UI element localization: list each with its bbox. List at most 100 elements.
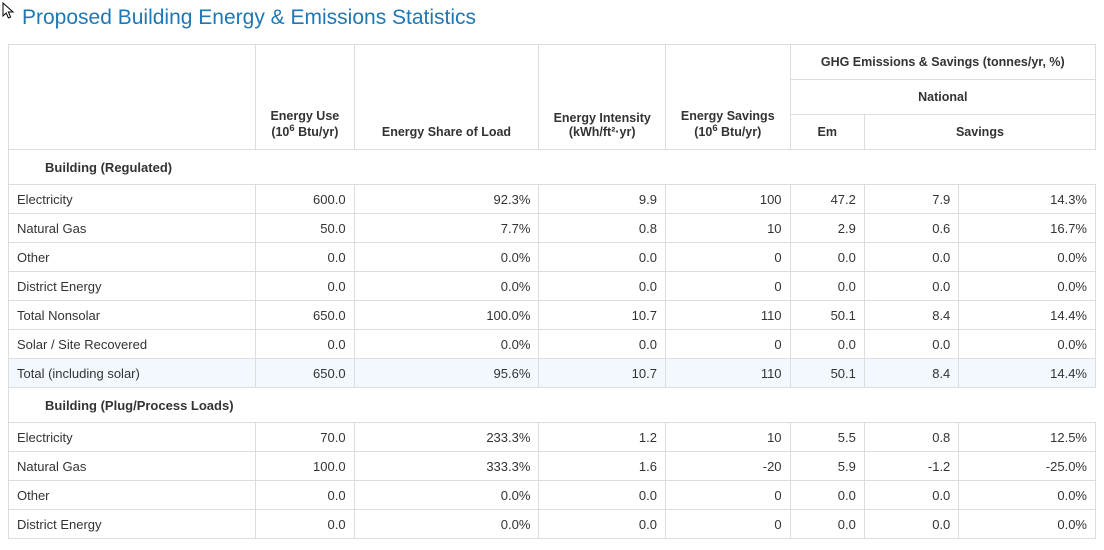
- statistics-table-wrap: Energy Use (106 Btu/yr) Energy Share of …: [8, 44, 1096, 539]
- cell: 0.0%: [354, 510, 539, 539]
- header-energy-share: Energy Share of Load: [354, 45, 539, 150]
- cell: 0.0: [256, 272, 354, 301]
- cell: 7.9: [864, 185, 958, 214]
- cell: 16.7%: [959, 214, 1096, 243]
- cell: 9.9: [539, 185, 666, 214]
- row-label: Electricity: [9, 423, 256, 452]
- cell: 0.8: [864, 423, 958, 452]
- cell: 110: [665, 301, 790, 330]
- cell: 100.0%: [354, 301, 539, 330]
- cell: 14.4%: [959, 359, 1096, 388]
- section-regulated: Building (Regulated): [9, 150, 1096, 185]
- cell: 233.3%: [354, 423, 539, 452]
- cell: 0.0%: [354, 243, 539, 272]
- cell: 0: [665, 330, 790, 359]
- cell: 5.9: [790, 452, 864, 481]
- cell: 0.0: [864, 243, 958, 272]
- cell: 0.0%: [959, 272, 1096, 301]
- table-row: Electricity 70.0 233.3% 1.2 10 5.5 0.8 1…: [9, 423, 1096, 452]
- cell: 0.0: [790, 272, 864, 301]
- cell: 0.0: [256, 510, 354, 539]
- cell: 70.0: [256, 423, 354, 452]
- cell: 0.0%: [354, 481, 539, 510]
- cell: 0.0%: [959, 243, 1096, 272]
- cell: 100.0: [256, 452, 354, 481]
- cell: 0.0: [790, 330, 864, 359]
- cell: 0.0: [539, 510, 666, 539]
- cell: 7.7%: [354, 214, 539, 243]
- cell: 8.4: [864, 359, 958, 388]
- cell: 10.7: [539, 301, 666, 330]
- cell: 650.0: [256, 301, 354, 330]
- cell: 0.0%: [959, 481, 1096, 510]
- cell: 0.0: [790, 481, 864, 510]
- table-row: Natural Gas 50.0 7.7% 0.8 10 2.9 0.6 16.…: [9, 214, 1096, 243]
- cell: 0.0: [539, 481, 666, 510]
- table-row: Other 0.0 0.0% 0.0 0 0.0 0.0 0.0%: [9, 243, 1096, 272]
- table-row: District Energy 0.0 0.0% 0.0 0 0.0 0.0 0…: [9, 510, 1096, 539]
- cell: 0.0%: [959, 330, 1096, 359]
- cell: 0.0: [256, 330, 354, 359]
- section-plug: Building (Plug/Process Loads): [9, 388, 1096, 423]
- header-national: National: [790, 80, 1095, 115]
- cell: 92.3%: [354, 185, 539, 214]
- cell: 14.3%: [959, 185, 1096, 214]
- cell: 0.0: [256, 243, 354, 272]
- cell: 50.1: [790, 359, 864, 388]
- cell: 14.4%: [959, 301, 1096, 330]
- table-row: Solar / Site Recovered 0.0 0.0% 0.0 0 0.…: [9, 330, 1096, 359]
- header-savings: Savings: [864, 115, 1095, 150]
- cell: 0: [665, 272, 790, 301]
- row-label: Other: [9, 243, 256, 272]
- cell: 95.6%: [354, 359, 539, 388]
- cell: 0.0: [864, 330, 958, 359]
- row-label: Total (including solar): [9, 359, 256, 388]
- cell: 10.7: [539, 359, 666, 388]
- row-label: District Energy: [9, 510, 256, 539]
- cell: 2.9: [790, 214, 864, 243]
- cell: 0.8: [539, 214, 666, 243]
- table-row: Natural Gas 100.0 333.3% 1.6 -20 5.9 -1.…: [9, 452, 1096, 481]
- cell: 8.4: [864, 301, 958, 330]
- table-body: Building (Regulated) Electricity 600.0 9…: [9, 150, 1096, 539]
- cell: 50.1: [790, 301, 864, 330]
- cell: 600.0: [256, 185, 354, 214]
- cell: 0: [665, 510, 790, 539]
- cell: 0.0: [790, 510, 864, 539]
- row-label: District Energy: [9, 272, 256, 301]
- cell: 0.0%: [354, 272, 539, 301]
- table-row: Electricity 600.0 92.3% 9.9 100 47.2 7.9…: [9, 185, 1096, 214]
- cell: 0.0: [256, 481, 354, 510]
- table-row: Total Nonsolar 650.0 100.0% 10.7 110 50.…: [9, 301, 1096, 330]
- cell: 0.0: [539, 272, 666, 301]
- cell: 0: [665, 243, 790, 272]
- cell: 0.0: [864, 510, 958, 539]
- cell: 0.0%: [959, 510, 1096, 539]
- row-label: Natural Gas: [9, 452, 256, 481]
- cell: 333.3%: [354, 452, 539, 481]
- cell: 110: [665, 359, 790, 388]
- header-energy-intensity: Energy Intensity (kWh/ft²·yr): [539, 45, 666, 150]
- header-em: Em: [790, 115, 864, 150]
- cell: 0.0: [539, 330, 666, 359]
- cell: 100: [665, 185, 790, 214]
- cell: 0.6: [864, 214, 958, 243]
- cell: 0: [665, 481, 790, 510]
- cell: 50.0: [256, 214, 354, 243]
- cell: 0.0: [790, 243, 864, 272]
- cell: 0.0: [864, 481, 958, 510]
- cell: 650.0: [256, 359, 354, 388]
- table-row-total: Total (including solar) 650.0 95.6% 10.7…: [9, 359, 1096, 388]
- table-header: Energy Use (106 Btu/yr) Energy Share of …: [9, 45, 1096, 150]
- row-label: Natural Gas: [9, 214, 256, 243]
- cell: 5.5: [790, 423, 864, 452]
- row-label: Electricity: [9, 185, 256, 214]
- row-label: Total Nonsolar: [9, 301, 256, 330]
- cell: -25.0%: [959, 452, 1096, 481]
- table-row: District Energy 0.0 0.0% 0.0 0 0.0 0.0 0…: [9, 272, 1096, 301]
- row-label: Solar / Site Recovered: [9, 330, 256, 359]
- cell: 10: [665, 214, 790, 243]
- header-ghg-group: GHG Emissions & Savings (tonnes/yr, %): [790, 45, 1095, 80]
- statistics-table: Energy Use (106 Btu/yr) Energy Share of …: [8, 44, 1096, 539]
- cell: 12.5%: [959, 423, 1096, 452]
